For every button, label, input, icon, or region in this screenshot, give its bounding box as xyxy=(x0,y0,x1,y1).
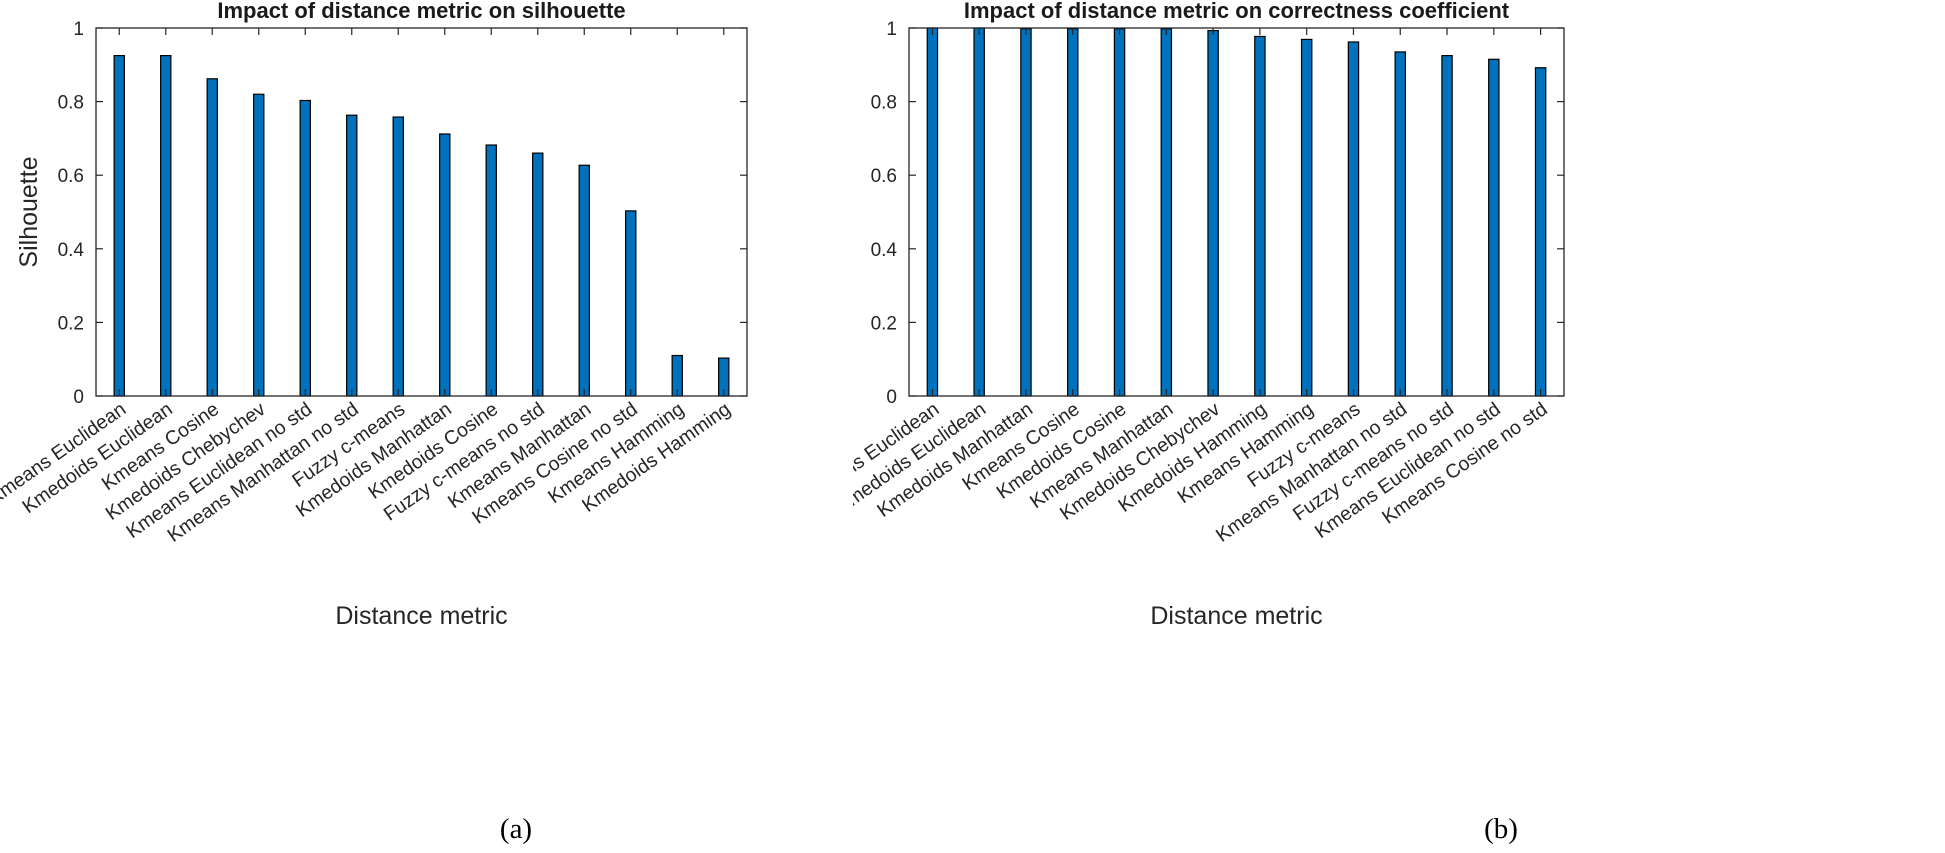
bar-4 xyxy=(253,93,265,397)
bar-8 xyxy=(1254,35,1266,397)
bar-1 xyxy=(926,27,939,397)
correctness-chart: Impact of distance metric on correctness… xyxy=(853,0,1565,630)
y-tick-label: 1 xyxy=(73,19,84,40)
y-tick-label: 0 xyxy=(73,387,84,408)
figure-caption-a: (a) xyxy=(499,813,533,845)
bar-9 xyxy=(1300,38,1313,397)
bar-5 xyxy=(1113,28,1126,397)
bar-6 xyxy=(346,114,358,397)
y-tick-label: 0.2 xyxy=(871,313,897,334)
plot-area: Impact of distance metric on silhouette0… xyxy=(0,0,748,630)
bar-12 xyxy=(625,210,637,397)
bar-8 xyxy=(439,133,451,397)
plot-area: Impact of distance metric on correctness… xyxy=(853,0,1565,630)
y-tick-label: 0 xyxy=(886,387,897,408)
figure-caption-b: (b) xyxy=(1484,813,1518,845)
silhouette-chart: Impact of distance metric on silhouette0… xyxy=(0,0,748,630)
x-axis-label: Distance metric xyxy=(335,602,507,630)
y-tick-label: 0.4 xyxy=(58,240,85,261)
axes-box xyxy=(908,27,1565,397)
y-axis: 0 0.2 0.4 0.6 0.8 1 xyxy=(58,19,747,408)
bar-13 xyxy=(1488,58,1500,397)
bar-9 xyxy=(485,144,497,397)
y-tick-label: 0.2 xyxy=(58,313,84,334)
bar-10 xyxy=(1347,41,1360,397)
axes-box xyxy=(95,27,748,397)
y-tick-label: 0.6 xyxy=(58,166,84,187)
figure-a: Impact of distance metric on silhouette 0… xyxy=(0,0,972,853)
bar-5 xyxy=(299,99,311,397)
bar-2 xyxy=(973,27,985,397)
bar-10 xyxy=(532,152,544,397)
bar-4 xyxy=(1067,28,1079,397)
y-tick-label: 0.8 xyxy=(871,93,897,114)
y-tick-label: 1 xyxy=(886,19,897,40)
bar-3 xyxy=(206,78,218,397)
bar-11 xyxy=(578,164,590,397)
y-axis-label: Correctness coefficient xyxy=(853,85,858,339)
figure-b: Impact of distance metric on correctness… xyxy=(853,0,1945,853)
chart-title: Impact of distance metric on silhouette xyxy=(217,0,625,23)
bar-11 xyxy=(1394,51,1406,397)
y-axis-label: Silhouette xyxy=(15,156,43,267)
bar-1 xyxy=(113,54,125,397)
y-axis: 0 0.2 0.4 0.6 0.8 1 xyxy=(871,19,1564,408)
chart-title: Impact of distance metric on correctness… xyxy=(964,0,1510,23)
bar-14 xyxy=(1534,67,1547,397)
y-tick-label: 0.4 xyxy=(871,240,898,261)
x-axis-label: Distance metric xyxy=(1150,602,1322,630)
bar-7 xyxy=(392,116,404,397)
bar-12 xyxy=(1441,54,1453,397)
y-tick-label: 0.6 xyxy=(871,166,897,187)
bar-2 xyxy=(160,54,172,397)
y-tick-label: 0.8 xyxy=(58,93,84,114)
bars xyxy=(113,54,730,397)
bar-6 xyxy=(1160,28,1173,397)
bar-7 xyxy=(1207,29,1219,397)
bar-3 xyxy=(1020,28,1032,397)
bars xyxy=(926,27,1547,397)
